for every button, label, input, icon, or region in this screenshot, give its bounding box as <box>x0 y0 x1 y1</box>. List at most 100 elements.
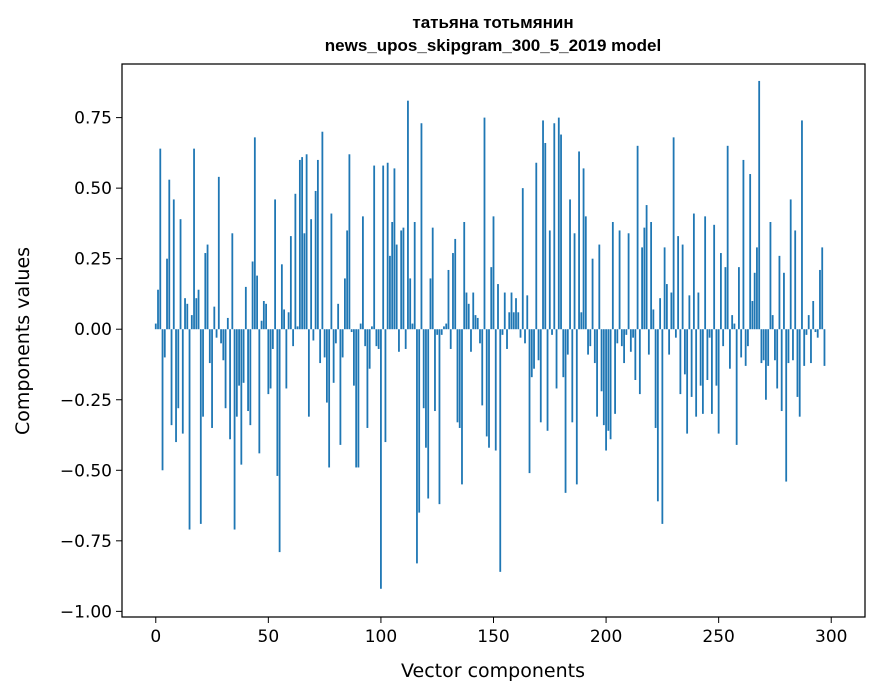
bar <box>440 329 443 335</box>
bar <box>753 272 756 330</box>
bar <box>738 267 740 330</box>
bar <box>593 329 596 364</box>
bar <box>699 329 702 386</box>
bars-group <box>154 80 826 589</box>
bar <box>233 329 236 530</box>
bar <box>278 329 281 553</box>
bar <box>181 329 184 434</box>
bar <box>776 329 779 389</box>
bar <box>485 329 488 437</box>
bar <box>609 329 612 440</box>
x-tick-label: 250 <box>702 627 734 647</box>
bar <box>371 326 373 330</box>
bar <box>208 329 211 364</box>
bar <box>749 174 752 330</box>
bar <box>528 329 531 474</box>
bar <box>778 255 781 330</box>
bar <box>731 315 734 330</box>
bar <box>175 329 177 443</box>
bar <box>483 117 486 330</box>
bar <box>553 123 556 330</box>
bar <box>629 329 632 352</box>
bar <box>359 323 362 330</box>
bar <box>670 292 673 330</box>
bar <box>341 329 344 358</box>
bar <box>292 329 295 347</box>
bar <box>368 329 371 369</box>
bar <box>668 329 671 355</box>
bar <box>803 329 806 366</box>
bar <box>765 329 767 400</box>
bar <box>330 213 333 330</box>
bar <box>686 329 689 434</box>
x-axis-label: Vector components <box>401 660 585 682</box>
bar <box>407 100 409 330</box>
bar <box>434 329 436 412</box>
bar <box>801 120 803 330</box>
bar <box>762 329 765 361</box>
bar <box>247 329 249 412</box>
bar <box>812 301 815 330</box>
y-tick-label: 0.75 <box>74 109 112 129</box>
bar <box>447 269 450 330</box>
bar <box>231 233 234 330</box>
bar <box>346 230 349 330</box>
bar <box>701 329 704 414</box>
bar <box>271 329 274 349</box>
bar <box>641 247 643 330</box>
bar <box>222 329 225 361</box>
bar <box>647 329 650 355</box>
bar <box>467 303 470 330</box>
bar <box>472 292 475 330</box>
bar <box>747 329 749 347</box>
x-tick-label: 0 <box>150 627 161 647</box>
bar <box>512 312 515 330</box>
bar <box>751 301 754 330</box>
bar <box>785 329 788 482</box>
bar <box>339 329 342 445</box>
bar <box>267 329 270 395</box>
bar <box>544 143 547 330</box>
bar <box>760 329 763 364</box>
bar <box>591 258 594 330</box>
bar <box>616 329 619 344</box>
bar <box>400 230 403 330</box>
bar <box>470 329 472 352</box>
bar <box>238 329 240 386</box>
bar <box>262 301 265 330</box>
bar <box>735 329 738 445</box>
bar <box>652 309 655 330</box>
bar <box>580 312 583 330</box>
y-axis-ticks: −1.00 −0.75 −0.50 −0.25 0.00 0.25 0.50 0.75 <box>60 109 122 622</box>
bar <box>364 329 367 347</box>
x-tick-label: 150 <box>477 627 509 647</box>
y-tick-label: −1.00 <box>60 602 112 622</box>
bar <box>409 278 412 330</box>
bar <box>350 329 353 333</box>
bar <box>265 303 267 330</box>
bar <box>337 303 340 330</box>
bar <box>823 329 826 366</box>
bar <box>256 275 258 330</box>
bar <box>681 244 684 330</box>
bar <box>344 278 346 330</box>
bar <box>564 329 567 493</box>
bar <box>332 329 335 383</box>
bar <box>695 329 698 417</box>
x-tick-label: 100 <box>365 627 397 647</box>
bar <box>499 329 502 572</box>
bar <box>242 329 245 383</box>
bar <box>665 284 668 330</box>
bar <box>661 329 664 524</box>
bar <box>674 329 677 338</box>
y-tick-label: 0.25 <box>74 250 112 270</box>
bar <box>663 247 666 330</box>
bar <box>240 329 243 465</box>
bar <box>519 329 522 338</box>
bar <box>589 329 592 347</box>
bar <box>771 315 774 330</box>
bar <box>645 205 648 330</box>
y-tick-label: −0.25 <box>60 391 112 411</box>
bar <box>258 329 261 454</box>
bar <box>416 329 418 564</box>
